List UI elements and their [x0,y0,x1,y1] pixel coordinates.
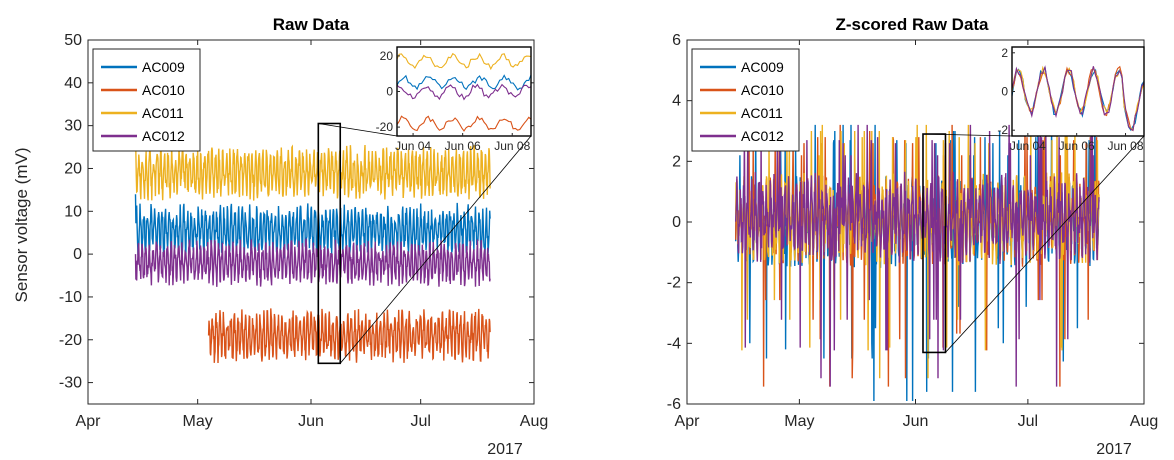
year-label: 2017 [1096,441,1132,458]
zoom-inset: -20 0 20 Jun 04 Jun 06 Jun 08 [318,46,532,364]
legend-label: AC012 [741,128,784,144]
year-label: 2017 [487,441,523,458]
legend-label: AC009 [142,59,185,75]
legend: AC009 AC010 AC011 AC012 [92,48,201,152]
y-tick-label: 30 [64,118,82,135]
inset-x-tick-label: Jun 06 [1059,139,1095,153]
chart-title: Raw Data [273,15,350,34]
x-tick-label: Jul [410,413,430,430]
inset-x-tick-label: Jun 04 [1010,139,1046,153]
x-tick-label: Jul [1018,413,1038,430]
y-tick-label: -4 [667,335,681,352]
inset-series-line-ac010 [396,115,532,132]
inset-y-tick-label: 0 [1001,85,1008,99]
legend-label: AC010 [741,82,784,98]
inset-x-tick-label: Jun 04 [395,139,431,153]
y-tick-label: -10 [59,289,82,306]
inset-series-line-ac009 [396,74,532,91]
inset-y-tick-label: -2 [997,123,1008,137]
zoom-box [317,122,342,365]
y-tick-label: 20 [64,160,82,177]
legend-label: AC009 [741,59,784,75]
y-tick-label: 0 [672,214,681,231]
y-axis-label: Sensor voltage (mV) [12,148,31,303]
y-tick-label: 50 [64,32,82,49]
x-tick-label: Jun [298,413,324,430]
x-tick-label: May [784,413,814,430]
zoom-connector [339,135,532,364]
y-tick-label: 4 [672,93,681,110]
x-tick-label: Aug [1130,413,1158,430]
chart-zscored-raw-data: Z-scored Raw Data 2017 -6 -4 -2 0 2 4 6 Apr May J… [667,15,1158,458]
series-line-ac011 [134,125,491,201]
y-tick-label: -20 [59,332,82,349]
legend-label: AC011 [142,105,184,121]
plot-area: -30 -20 -10 0 10 20 30 40 50 Apr May Jun Jul Aug [59,32,548,430]
zoom-connector [945,135,1145,353]
plot-area: -6 -4 -2 0 2 4 6 Apr May Jun Jul Aug [667,32,1158,430]
y-tick-label: 10 [64,203,82,220]
y-tick-label: 6 [672,32,681,49]
zoom-connector [318,123,398,137]
inset-x-tick-label: Jun 08 [494,139,530,153]
legend: AC009 AC010 AC011 AC012 [691,48,800,152]
inset-y-tick-label: -20 [376,120,394,134]
x-tick-label: Apr [76,413,102,430]
zoom-connector [922,133,1013,137]
inset-series-line-ac012 [396,83,532,101]
legend-label: AC011 [741,105,783,121]
inset-series-line-ac012 [1011,65,1145,132]
series-line-ac012 [735,124,1100,387]
x-tick-label: Apr [675,413,701,430]
legend-label: AC010 [142,82,185,98]
y-tick-label: -2 [667,275,681,292]
x-tick-label: Jun [903,413,929,430]
inset-series-line-ac011 [396,52,532,71]
y-tick-label: 2 [672,153,681,170]
inset-x-tick-label: Jun 06 [445,139,481,153]
x-tick-label: May [183,413,213,430]
series-line-ac010 [207,308,491,364]
chart-title: Z-scored Raw Data [835,15,989,34]
inset-background [1012,47,1144,136]
inset-x-tick-label: Jun 08 [1108,139,1144,153]
inset-y-tick-label: 0 [386,85,393,99]
inset-y-tick-label: 2 [1001,46,1008,60]
y-tick-label: -30 [59,375,82,392]
y-tick-label: 0 [73,246,82,263]
chart-raw-data: Raw Data Sensor voltage (mV) 2017 -30 -20… [12,15,548,458]
zoom-inset: -2 0 2 Jun 04 Jun 06 Jun 08 [922,46,1145,353]
series-line-ac012 [134,238,491,287]
y-tick-label: 40 [64,75,82,92]
x-tick-label: Aug [520,413,548,430]
legend-label: AC012 [142,128,185,144]
inset-y-tick-label: 20 [380,49,394,63]
y-tick-label: -6 [667,396,681,413]
